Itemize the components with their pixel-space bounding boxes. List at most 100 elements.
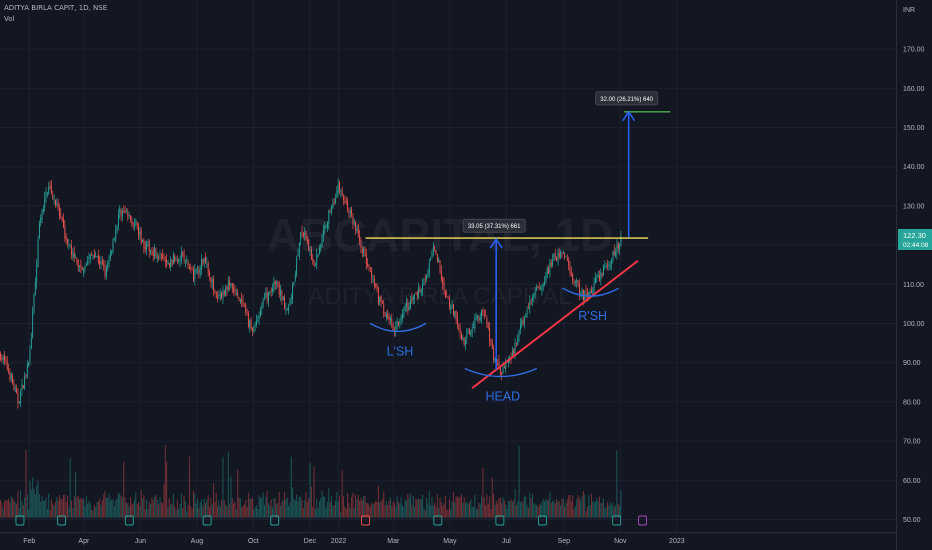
candle-body <box>96 256 98 258</box>
volume-bar <box>30 489 32 518</box>
volume-bar <box>414 507 416 518</box>
volume-bar <box>541 502 543 518</box>
candle-body <box>253 328 255 331</box>
volume-bar <box>263 505 265 518</box>
legend: ADITYA BIRLA CAPIT, 1D, NSE Vol <box>4 3 107 25</box>
candle-body <box>22 385 24 389</box>
candle-body <box>99 260 101 265</box>
volume-bar <box>83 499 85 518</box>
candle-body <box>69 244 71 246</box>
candle-body <box>347 201 349 210</box>
volume-bar <box>451 501 453 518</box>
candle-body <box>408 306 410 311</box>
volume-bar <box>615 505 617 518</box>
candle-body <box>487 326 489 329</box>
volume-bar <box>412 495 414 518</box>
candle-body <box>339 182 340 191</box>
volume-bar <box>325 507 327 518</box>
volume-bar <box>553 500 555 518</box>
volume-bar <box>210 497 212 518</box>
candle-body <box>440 270 442 280</box>
candle-body <box>150 249 152 252</box>
volume-bar <box>155 495 157 518</box>
volume-bar <box>387 505 389 518</box>
candle-body <box>288 306 290 312</box>
candle-body <box>186 260 188 262</box>
candle-body <box>286 309 288 311</box>
volume-bar <box>491 477 493 518</box>
candle-body <box>247 313 249 326</box>
candle-body <box>1 358 3 360</box>
volume-bar <box>554 503 556 518</box>
event-marker-future <box>638 515 648 526</box>
candle-body <box>389 318 391 321</box>
candle-body <box>423 280 425 285</box>
candle-body <box>52 194 54 199</box>
candle-body <box>243 305 245 307</box>
volume-bar <box>234 502 236 518</box>
symbol-info[interactable]: ADITYA BIRLA CAPIT, 1D, NSE <box>4 4 108 12</box>
candle-body <box>0 353 1 360</box>
candle-body <box>89 254 91 259</box>
volume-bar <box>355 494 357 518</box>
volume-bar <box>71 500 73 518</box>
candle-body <box>469 329 470 335</box>
time-tick-label: May <box>443 538 457 545</box>
candle-body <box>450 307 452 309</box>
time-tick-label: Oct <box>248 538 259 545</box>
price-axis[interactable] <box>896 0 932 550</box>
candle-body <box>529 300 531 310</box>
volume-bar <box>148 501 150 518</box>
candle-body <box>258 315 260 320</box>
candle-body <box>45 191 47 198</box>
volume-bar <box>586 506 588 518</box>
candle-body <box>95 256 97 258</box>
volume-bar <box>573 508 575 518</box>
volume-bar <box>385 500 387 518</box>
volume-bar <box>160 501 162 518</box>
volume-indicator-label[interactable]: Vol <box>4 15 15 23</box>
candle-body <box>585 291 587 293</box>
candle-body <box>139 231 141 235</box>
volume-bar <box>613 507 615 518</box>
candle-body <box>73 252 75 259</box>
candle-body <box>522 320 524 325</box>
candle-body <box>144 247 146 250</box>
candle-body <box>5 359 7 361</box>
time-scale[interactable]: Feb Apr Jun Aug Oct Dec 2022 Mar May Jul Sep Nov 202… <box>23 538 685 545</box>
candle-body <box>387 313 389 320</box>
volume-bar <box>254 507 256 518</box>
candle-body <box>493 348 495 360</box>
volume-bar <box>135 492 137 518</box>
candle-body <box>435 250 437 255</box>
volume-bar <box>574 506 576 518</box>
candle-body <box>12 375 14 383</box>
candle-body <box>369 267 371 270</box>
candle-body <box>337 184 339 193</box>
volume-bar <box>302 508 304 518</box>
candle-body <box>316 254 318 265</box>
volume-bar <box>620 490 622 518</box>
volume-bar <box>221 499 223 518</box>
candle-body <box>203 257 205 263</box>
volume-bar <box>108 493 110 518</box>
price-tick-label: 90.00 <box>903 360 921 367</box>
volume-bar <box>67 495 68 518</box>
volume-bar <box>332 505 334 518</box>
volume-bar <box>452 491 454 518</box>
volume-bar <box>533 503 535 518</box>
candle-body <box>142 239 143 242</box>
volume-bar <box>585 511 587 518</box>
candle-body <box>498 361 500 369</box>
volume-bar <box>12 498 14 518</box>
volume-bar <box>253 509 255 518</box>
volume-bar <box>180 493 182 518</box>
candle-body <box>426 276 428 280</box>
candle-body <box>215 291 217 298</box>
event-marker <box>270 515 280 526</box>
volume-bar <box>345 508 347 518</box>
candle-body <box>65 236 67 239</box>
volume-bar <box>50 499 52 518</box>
volume-bar <box>202 506 204 518</box>
